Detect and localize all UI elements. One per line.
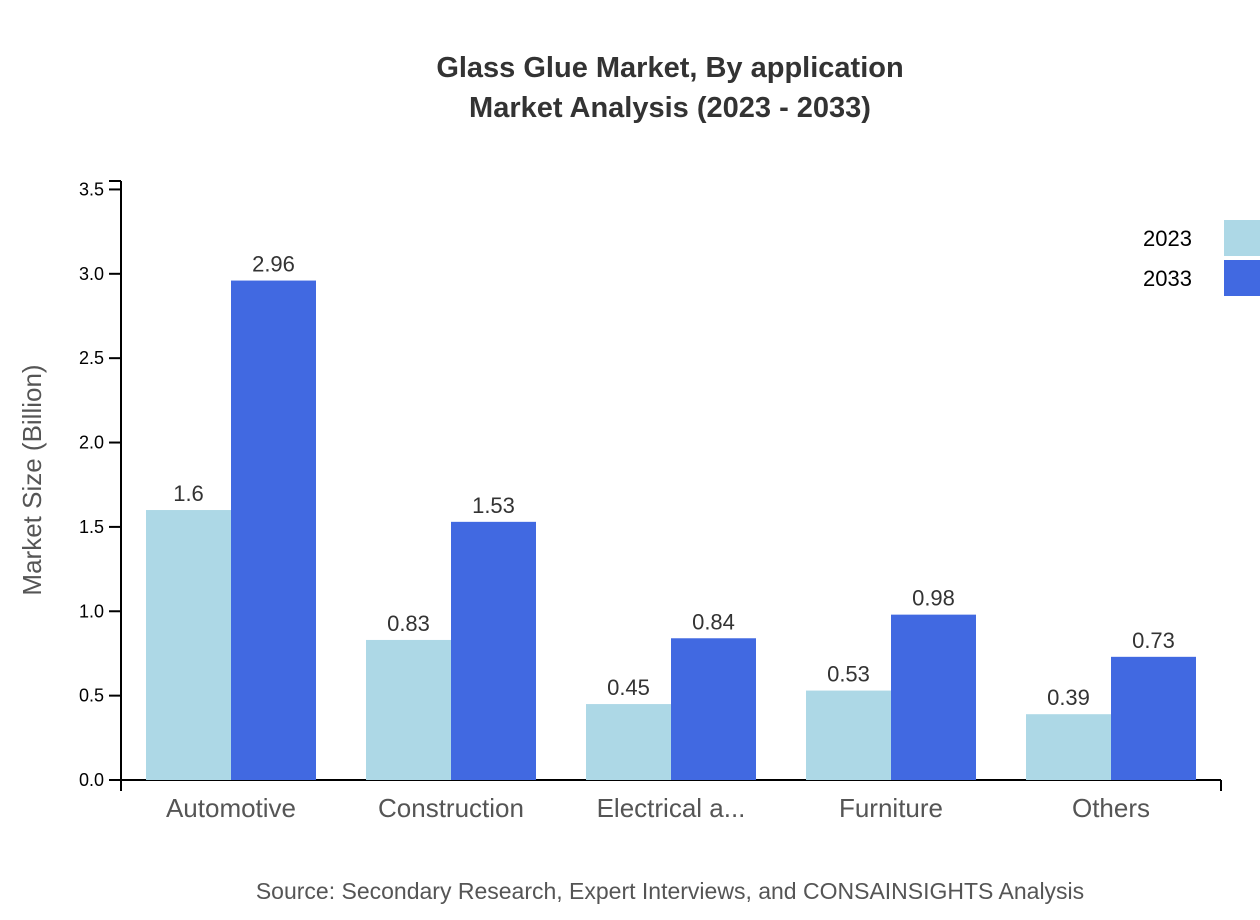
bar-2023 [1026, 714, 1111, 780]
data-label: 0.84 [692, 609, 735, 634]
y-tick-label: 1.5 [79, 517, 104, 537]
y-tick-label: 3.0 [79, 264, 104, 284]
data-label: 0.53 [827, 662, 870, 687]
legend-swatch-2023 [1224, 220, 1260, 256]
legend-swatch-2033 [1224, 260, 1260, 296]
data-label: 0.98 [912, 586, 955, 611]
bar-2023 [366, 639, 451, 780]
data-label: 2.96 [252, 252, 295, 277]
y-tick-label: 2.0 [79, 433, 104, 453]
data-label: 1.6 [173, 481, 204, 506]
y-tick-label: 0.5 [79, 686, 104, 706]
chart-subtitle: Market Analysis (2023 - 2033) [469, 92, 871, 124]
bar-2033 [451, 521, 536, 780]
x-tick-label: Construction [378, 793, 524, 823]
data-label: 0.73 [1132, 628, 1175, 653]
y-axis-label: Market Size (Billion) [17, 364, 47, 595]
chart-title: Glass Glue Market, By application [436, 52, 904, 84]
legend-label: 2033 [1143, 266, 1192, 291]
x-tick-label: Furniture [839, 793, 943, 823]
y-tick-label: 3.5 [79, 179, 104, 199]
bar-2033 [231, 280, 316, 780]
bar-2033 [1111, 656, 1196, 780]
legend-label: 2023 [1143, 226, 1192, 251]
data-label: 1.53 [472, 493, 515, 518]
bar-2023 [806, 690, 891, 780]
x-tick-label: Others [1072, 793, 1150, 823]
x-tick-label: Automotive [166, 793, 296, 823]
y-tick-label: 1.0 [79, 601, 104, 621]
bar-2023 [586, 704, 671, 780]
source-note: Source: Secondary Research, Expert Inter… [255, 878, 1085, 904]
y-tick-label: 0.0 [79, 770, 104, 790]
data-label: 0.45 [607, 675, 650, 700]
y-tick-label: 2.5 [79, 348, 104, 368]
data-label: 0.83 [387, 611, 430, 636]
bar-2033 [671, 638, 756, 780]
x-tick-label: Electrical a... [597, 793, 746, 823]
bar-2033 [891, 614, 976, 780]
bar-2023 [146, 510, 231, 780]
data-label: 0.39 [1047, 685, 1090, 710]
